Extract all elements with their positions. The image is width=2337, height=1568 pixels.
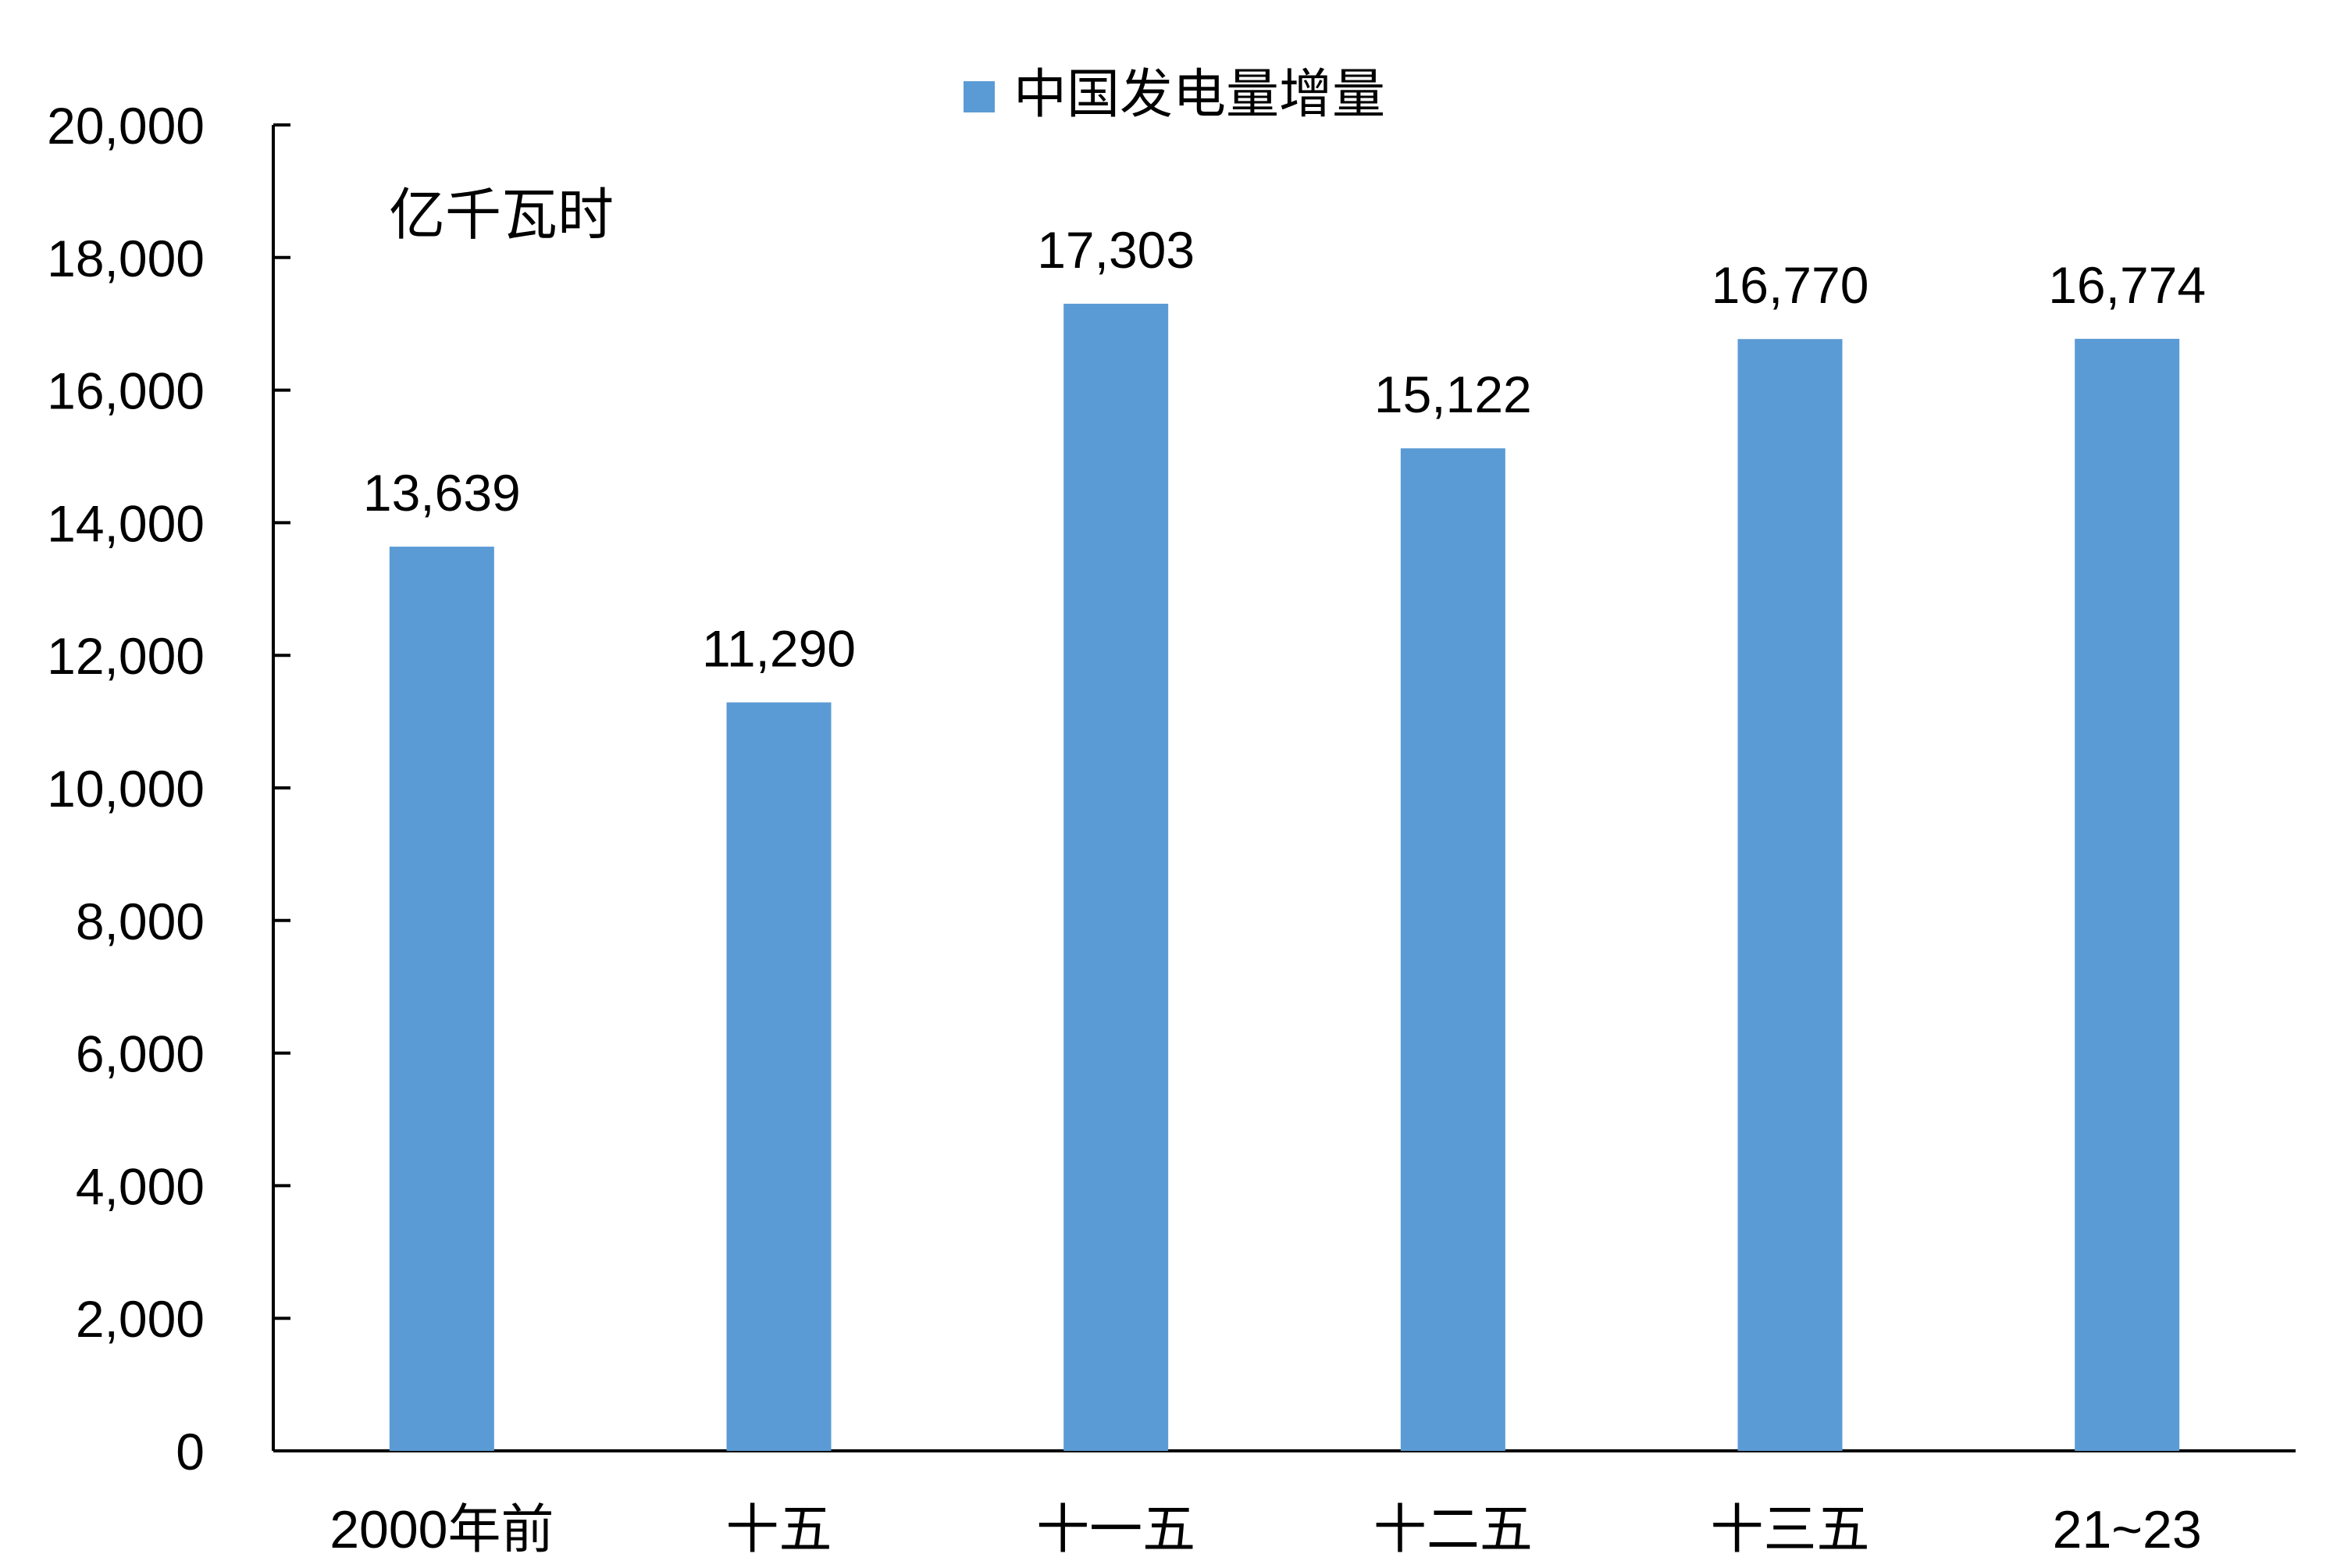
legend-swatch (964, 81, 995, 112)
data-label: 16,774 (2048, 256, 2206, 314)
y-tick-label: 16,000 (47, 362, 205, 420)
bar (2075, 338, 2180, 1451)
y-tick-label: 10,000 (47, 760, 205, 818)
bar (726, 702, 832, 1451)
y-tick-label: 6,000 (76, 1025, 205, 1083)
bar (389, 547, 494, 1452)
y-tick-label: 2,000 (76, 1290, 205, 1348)
unit-label: 亿千瓦时 (389, 184, 614, 247)
x-category-label: 十五 (725, 1500, 832, 1559)
y-tick-label: 14,000 (47, 494, 205, 552)
x-category-label: 十三五 (1710, 1500, 1869, 1559)
data-label: 11,290 (702, 619, 856, 677)
bar (1737, 339, 1843, 1451)
data-label: 13,639 (363, 464, 521, 522)
y-tick-label: 18,000 (47, 230, 205, 287)
data-labels: 13,639 11,290 17,303 15,122 16,770 16,774 (363, 221, 2206, 678)
y-tick-label: 8,000 (76, 893, 205, 950)
x-category-label: 2000年前 (330, 1500, 554, 1559)
data-label: 17,303 (1037, 221, 1195, 279)
axes: 0 2,000 4,000 6,000 8,000 10,000 12,000 14,000 1… (47, 97, 2296, 1559)
data-label: 15,122 (1374, 365, 1532, 423)
x-category-label: 十一五 (1036, 1500, 1195, 1559)
y-tick-label: 0 (176, 1423, 205, 1481)
legend: 中国发电量增量 (964, 65, 1385, 124)
data-label: 16,770 (1712, 256, 1869, 314)
legend-label: 中国发电量增量 (1014, 65, 1385, 124)
x-category-label: 十二五 (1373, 1500, 1533, 1559)
bar (1400, 448, 1505, 1451)
y-tick-label: 20,000 (47, 97, 205, 155)
bars (389, 303, 2180, 1452)
y-tick-label: 12,000 (47, 627, 205, 685)
x-category-label: 21~23 (2053, 1500, 2202, 1559)
bar (1063, 303, 1169, 1451)
y-tick-label: 4,000 (76, 1157, 205, 1215)
